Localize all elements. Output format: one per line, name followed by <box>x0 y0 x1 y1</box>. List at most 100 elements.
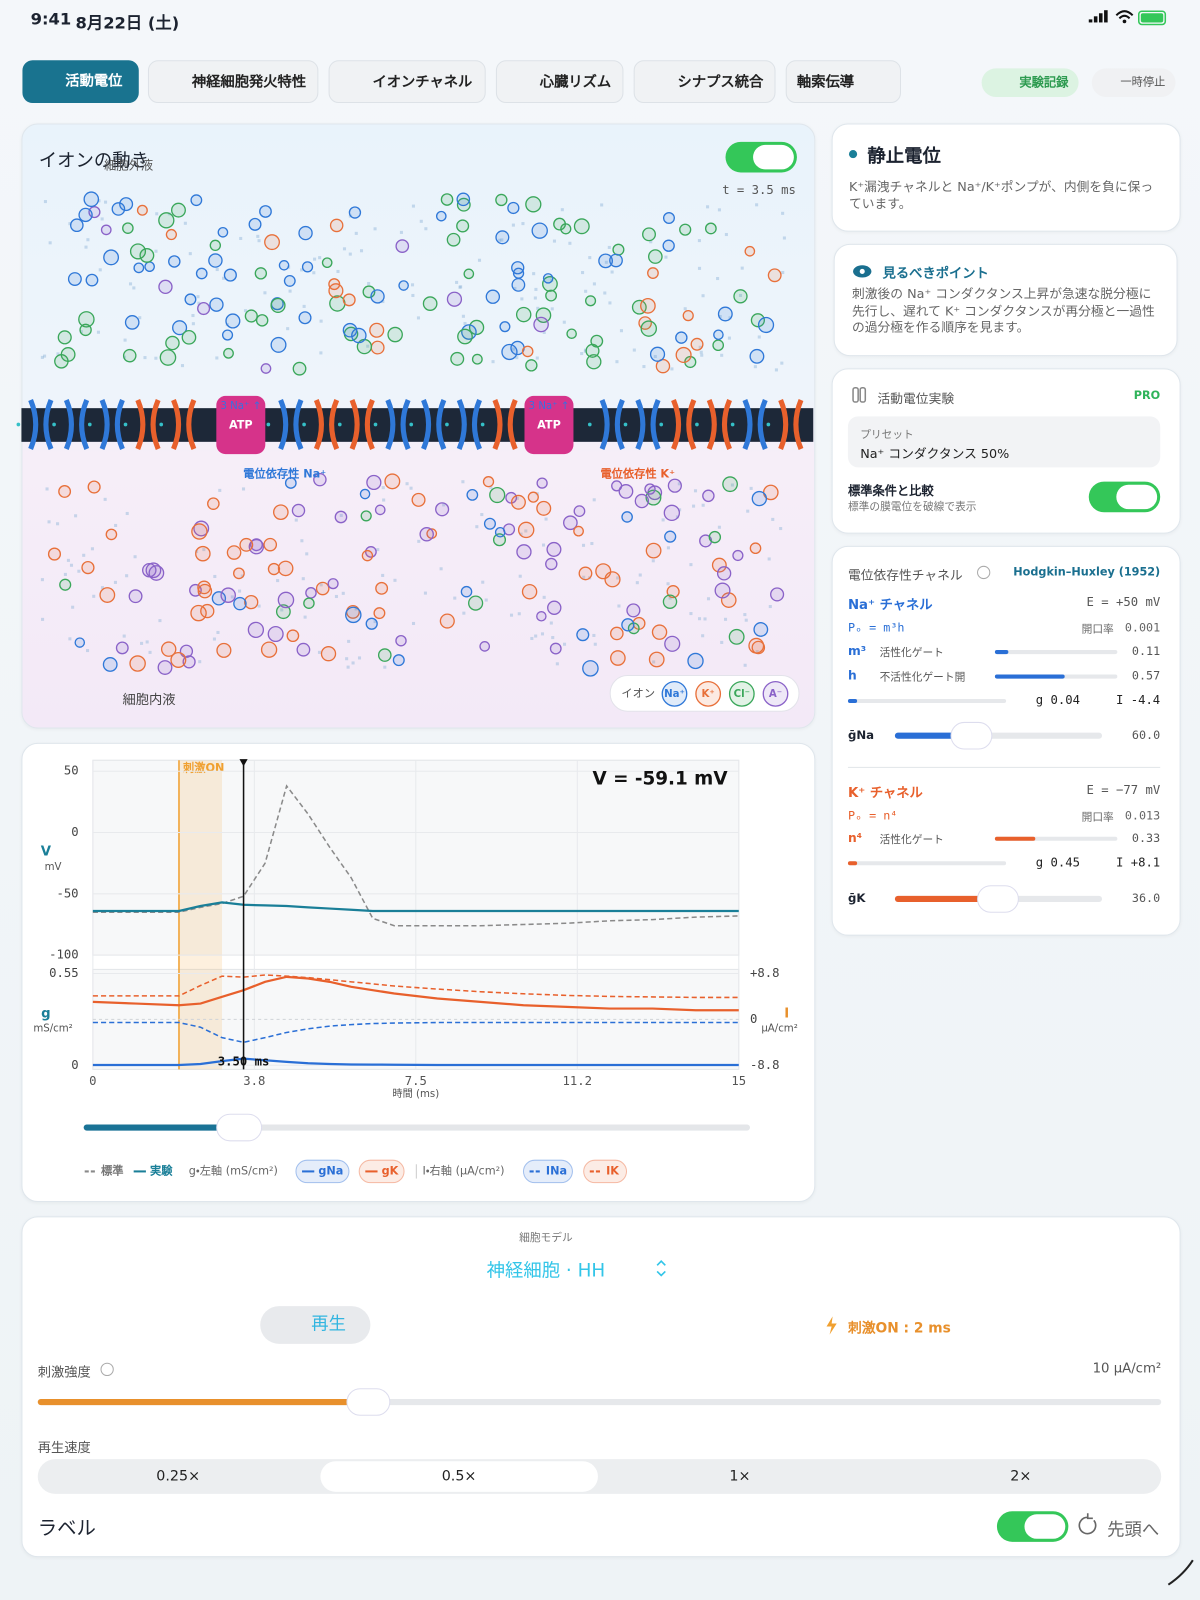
ion <box>533 316 549 333</box>
ion-dot <box>498 238 502 242</box>
ion <box>369 322 385 338</box>
ion-dot <box>104 200 108 204</box>
signal-bar <box>1088 19 1093 23</box>
ion <box>515 306 532 323</box>
ion-dot <box>484 598 488 602</box>
ion <box>259 205 272 218</box>
ion-dot <box>717 525 721 529</box>
legend-label: 標準 <box>101 1163 123 1177</box>
speed-option[interactable]: 1× <box>729 1468 751 1485</box>
ion-dot <box>354 607 358 611</box>
ion-dot <box>303 615 307 619</box>
ion-dot <box>757 335 761 339</box>
ion <box>675 331 688 344</box>
ion-dot <box>82 553 86 557</box>
record-pill[interactable]: 実験記録 <box>981 68 1079 97</box>
model-value[interactable]: 神経細胞 · HH <box>486 1260 606 1282</box>
tab[interactable]: イオンチャネル <box>328 60 486 104</box>
ion <box>511 277 526 292</box>
ion-legend <box>609 674 800 712</box>
tab[interactable]: 心臓リズム <box>495 60 624 104</box>
speed-option[interactable]: 0.25× <box>156 1468 201 1485</box>
ion-dot <box>188 252 192 256</box>
ion <box>662 239 675 252</box>
signal-bar <box>1104 10 1108 23</box>
ion <box>67 272 82 287</box>
ion-legend-label: Cl⁻ <box>734 689 750 700</box>
ion-dot <box>183 221 187 225</box>
ion-toggle[interactable] <box>725 141 797 173</box>
ion-channel <box>278 399 304 450</box>
preset-box[interactable] <box>847 416 1161 468</box>
ion-dot <box>768 605 772 609</box>
channel-i: I -4.4 <box>1115 692 1161 708</box>
time-slider-knob <box>216 1113 263 1142</box>
ion <box>748 637 765 654</box>
labels-toggle[interactable] <box>996 1511 1069 1542</box>
current-track <box>847 861 1007 866</box>
ion-dot <box>92 594 96 598</box>
ion <box>165 228 177 241</box>
ion <box>440 193 454 206</box>
ion-dot <box>373 227 377 231</box>
time-slider-fill <box>83 1124 240 1131</box>
ion <box>278 260 290 271</box>
ion-dot <box>123 338 127 342</box>
ion <box>111 202 126 216</box>
ion-dot <box>411 621 416 626</box>
channel-dot <box>445 422 449 427</box>
ion-dot <box>158 619 162 623</box>
ion <box>345 606 362 624</box>
tab[interactable]: 神経細胞発火特性 <box>147 60 319 104</box>
ion-dot <box>56 352 60 356</box>
channels-card <box>831 545 1181 936</box>
ion-dot <box>302 304 306 308</box>
ion <box>387 326 403 343</box>
play-button[interactable]: 再生 <box>260 1306 371 1344</box>
ion <box>283 274 296 287</box>
ion <box>334 510 348 524</box>
gmax-label: ḡNa <box>847 727 875 742</box>
ion <box>744 245 756 257</box>
ion-dot <box>97 199 101 203</box>
ion <box>291 503 306 518</box>
info-icon <box>977 565 991 580</box>
speed-option[interactable]: 2× <box>1010 1468 1032 1485</box>
y-axis-unit: mV <box>45 862 62 873</box>
ion-dot <box>740 266 744 270</box>
ion <box>536 477 548 489</box>
rewind-button[interactable]: 先頭へ <box>1107 1520 1160 1541</box>
channel-dot <box>695 422 699 427</box>
ion <box>277 591 295 609</box>
tab[interactable]: シナプス統合 <box>633 60 776 104</box>
speed-option[interactable]: 0.5× <box>320 1461 598 1492</box>
ion <box>675 346 692 364</box>
ion-channel <box>599 399 625 450</box>
ion <box>576 628 590 642</box>
ion-dot <box>753 365 757 369</box>
ion-dot <box>125 511 129 516</box>
ion-dot <box>534 634 538 638</box>
ion-dot <box>345 657 349 661</box>
ion <box>542 273 554 284</box>
ion <box>190 604 207 622</box>
ion-dot <box>560 208 564 212</box>
series-line <box>92 974 739 999</box>
ion <box>545 289 558 302</box>
ion-dot <box>481 580 485 584</box>
legend-label: gNa <box>318 1164 343 1177</box>
pause-pill[interactable]: 一時停止 <box>1091 68 1176 97</box>
ion <box>495 230 510 245</box>
tab-label: 活動電位 <box>65 73 123 90</box>
gate-symbol: n⁴ <box>847 830 863 845</box>
ion <box>129 243 147 260</box>
compare-toggle[interactable] <box>1088 481 1161 513</box>
tab[interactable]: 活動電位 <box>22 60 139 104</box>
ion <box>197 583 213 599</box>
tab[interactable]: 軸索伝導 <box>785 60 902 104</box>
ion-legend-swatch <box>661 680 688 707</box>
ion <box>582 660 599 677</box>
ion <box>298 311 312 325</box>
ion-dot <box>276 579 280 583</box>
ion <box>749 348 765 364</box>
